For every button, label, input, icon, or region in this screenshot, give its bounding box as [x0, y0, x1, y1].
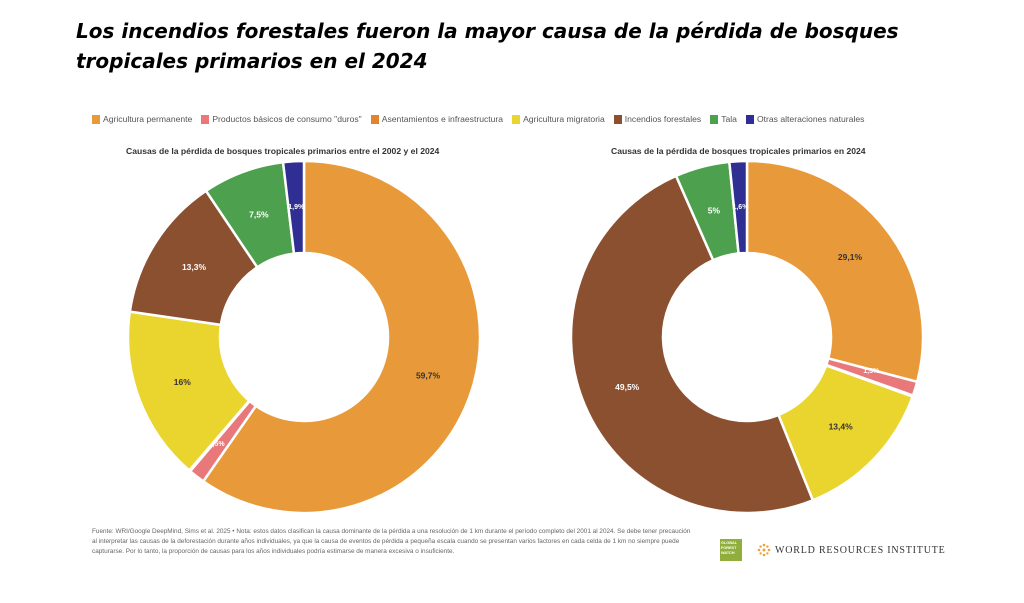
donut-slice-label: 1,6% — [732, 204, 749, 211]
legend-label: Incendios forestales — [624, 114, 702, 124]
legend-label: Agricultura permanente — [103, 114, 193, 124]
wri-logo-icon — [757, 543, 771, 557]
legend-swatch — [92, 114, 100, 124]
legend-label: Agricultura migratoria — [523, 114, 605, 124]
legend-item: Tala — [710, 114, 737, 124]
donut-slice-label: 5% — [708, 206, 721, 216]
legend-label: Tala — [721, 114, 737, 124]
legend-item: Agricultura migratoria — [512, 114, 605, 124]
donut-slice-1 — [745, 159, 925, 384]
donut-slice-label: 1,3% — [863, 368, 880, 375]
legend-item: Productos básicos de consumo "duros" — [201, 114, 362, 124]
legend-swatch — [370, 114, 379, 124]
legend-label: Asentamientos e infraestructura — [381, 114, 504, 124]
legend-swatch — [745, 114, 754, 124]
global-forest-watch-logo: GLOBAL FOREST WATCH — [720, 539, 742, 561]
page-title: Los incendios forestales fueron la mayor… — [76, 19, 899, 73]
legend-swatch — [710, 114, 719, 124]
donut-slice-label: 13,4% — [829, 421, 854, 431]
legend-item: Incendios forestales — [613, 114, 702, 124]
donut-slice-label: 13,3% — [182, 262, 207, 272]
chart-title-2024: Causas de la pérdida de bosques tropical… — [611, 146, 866, 156]
legend-swatch — [613, 114, 622, 124]
donut-slice-label: 16% — [174, 377, 191, 387]
legend-swatch — [512, 114, 521, 124]
donut-slice-5 — [569, 174, 815, 515]
donut-slice-7 — [727, 159, 749, 255]
legend-item: Asentamientos e infraestructura — [370, 114, 504, 124]
legend-item: Agricultura permanente — [92, 114, 192, 124]
legend-label: Productos básicos de consumo "duros" — [212, 114, 362, 124]
donut-slice-label: 49,5% — [615, 382, 640, 392]
donut-slice-1 — [201, 159, 482, 515]
donut-slice-label: 1,5% — [209, 441, 226, 448]
legend-label: Otras alteraciones naturales — [756, 114, 865, 124]
wri-logo-text: WORLD RESOURCES INSTITUTE — [775, 545, 946, 556]
chart-title-2002-2024: Causas de la pérdida de bosques tropical… — [126, 146, 440, 156]
donut-slice-label: 59,7% — [416, 370, 441, 380]
donut-slice-label: 29,1% — [838, 252, 863, 262]
legend-item: Otras alteraciones naturales — [745, 114, 865, 124]
donut-slice-4 — [126, 310, 252, 473]
chart-legend: Agricultura permanente Productos básicos … — [92, 114, 864, 124]
source-note: Fuente: WRI/Google DeepMind, Sims et al.… — [92, 528, 691, 555]
donut-slice-label: 7,5% — [249, 209, 269, 219]
donut-slice-label: 1,9% — [288, 204, 305, 211]
donut-slice-7 — [281, 159, 306, 255]
legend-swatch — [201, 114, 210, 124]
